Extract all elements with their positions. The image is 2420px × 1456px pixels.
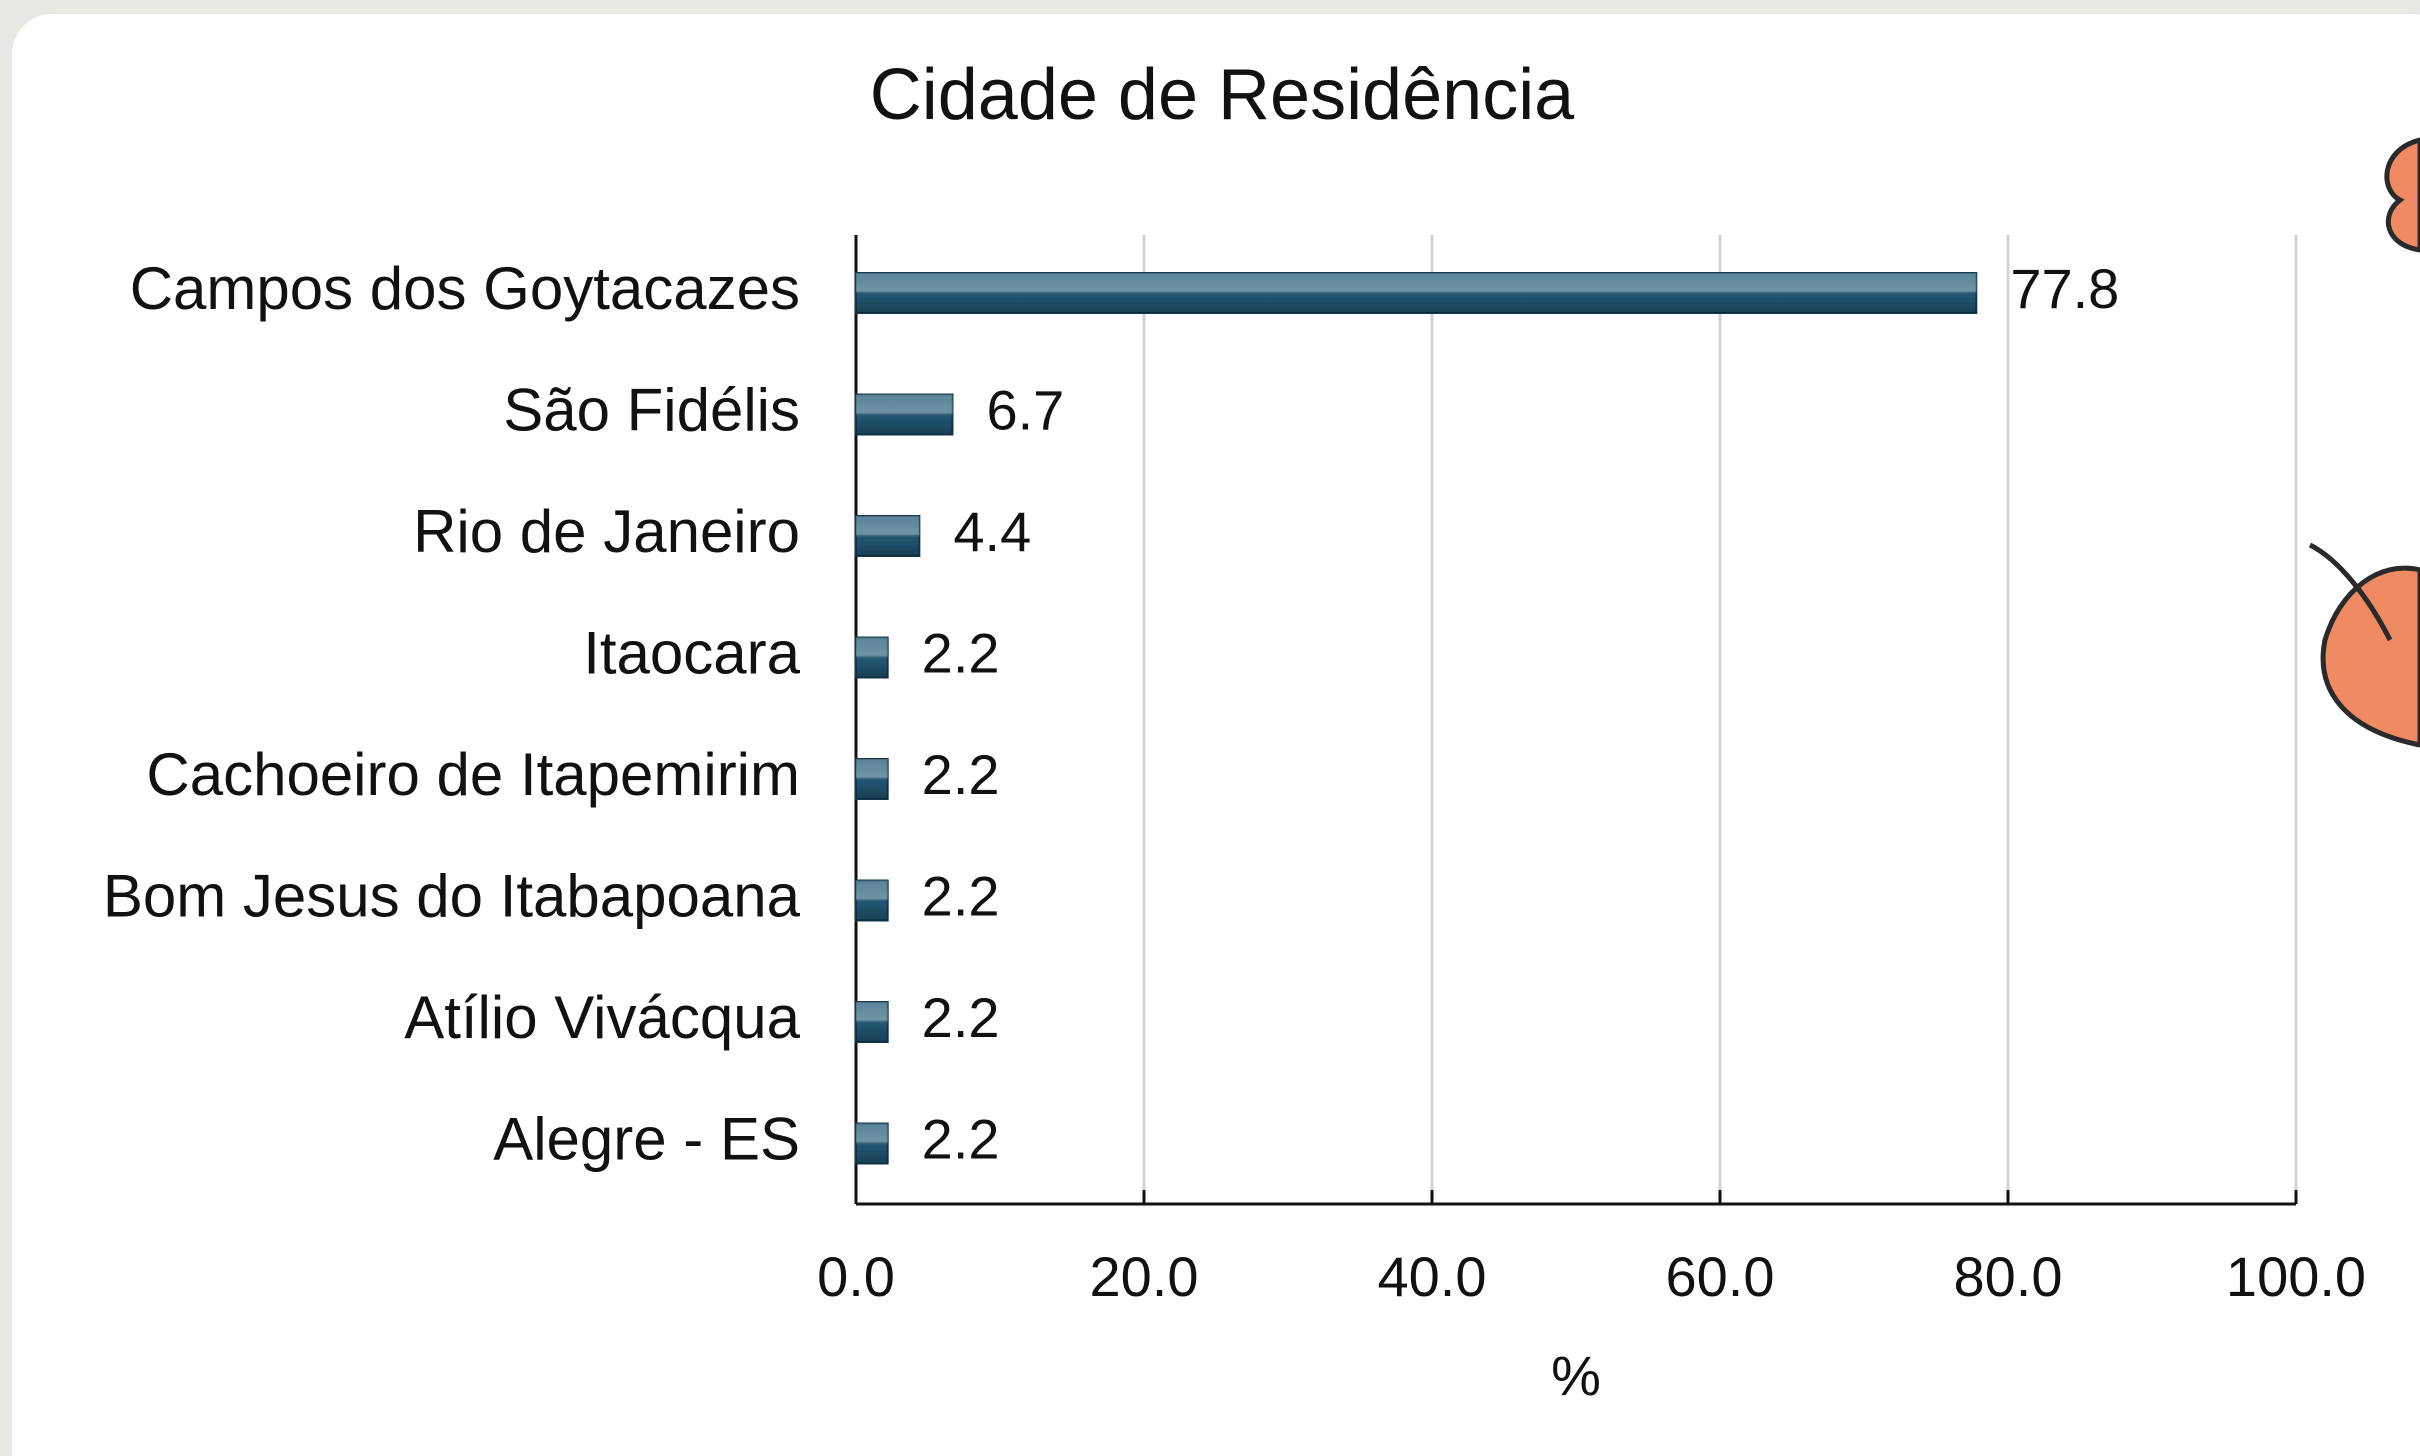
bar: [855, 515, 921, 557]
bar: [855, 636, 889, 679]
x-tick-label: 0.0: [817, 1245, 895, 1308]
y-tick-label: Bom Jesus do Itabapoana: [103, 862, 801, 929]
bar: [855, 758, 889, 800]
bar: [855, 1001, 889, 1043]
x-tick-label: 20.0: [1090, 1245, 1199, 1308]
x-axis-label: %: [1551, 1344, 1601, 1407]
y-tick-label: Campos dos Goytacazes: [130, 255, 800, 322]
y-tick-label: Atílio Vivácqua: [404, 984, 800, 1051]
y-tick-label: Alegre - ES: [493, 1105, 800, 1172]
card: [12, 14, 2420, 1456]
value-label: 6.7: [986, 378, 1064, 441]
bar: [855, 1122, 889, 1165]
value-label: 2.2: [922, 743, 1000, 806]
y-tick-label: São Fidélis: [503, 376, 800, 443]
value-label: 4.4: [953, 500, 1031, 563]
value-label: 2.2: [922, 621, 1000, 684]
x-tick-label: 100.0: [2226, 1245, 2366, 1308]
bar: [855, 393, 954, 436]
y-tick-label: Cachoeiro de Itapemirim: [146, 741, 800, 808]
x-tick-label: 60.0: [1666, 1245, 1775, 1308]
x-tick-label: 80.0: [1954, 1245, 2063, 1308]
y-tick-label: Itaocara: [583, 619, 800, 686]
x-tick-label: 40.0: [1378, 1245, 1487, 1308]
value-label: 2.2: [922, 986, 1000, 1049]
chart-title: Cidade de Residência: [870, 55, 1575, 135]
decoration-hands: [2308, 137, 2420, 748]
y-tick-label: Rio de Janeiro: [413, 498, 800, 565]
bar: [855, 879, 889, 922]
value-label: 2.2: [922, 1107, 1000, 1170]
bar: [855, 272, 1978, 314]
value-label: 77.8: [2010, 257, 2119, 320]
value-label: 2.2: [922, 864, 1000, 927]
